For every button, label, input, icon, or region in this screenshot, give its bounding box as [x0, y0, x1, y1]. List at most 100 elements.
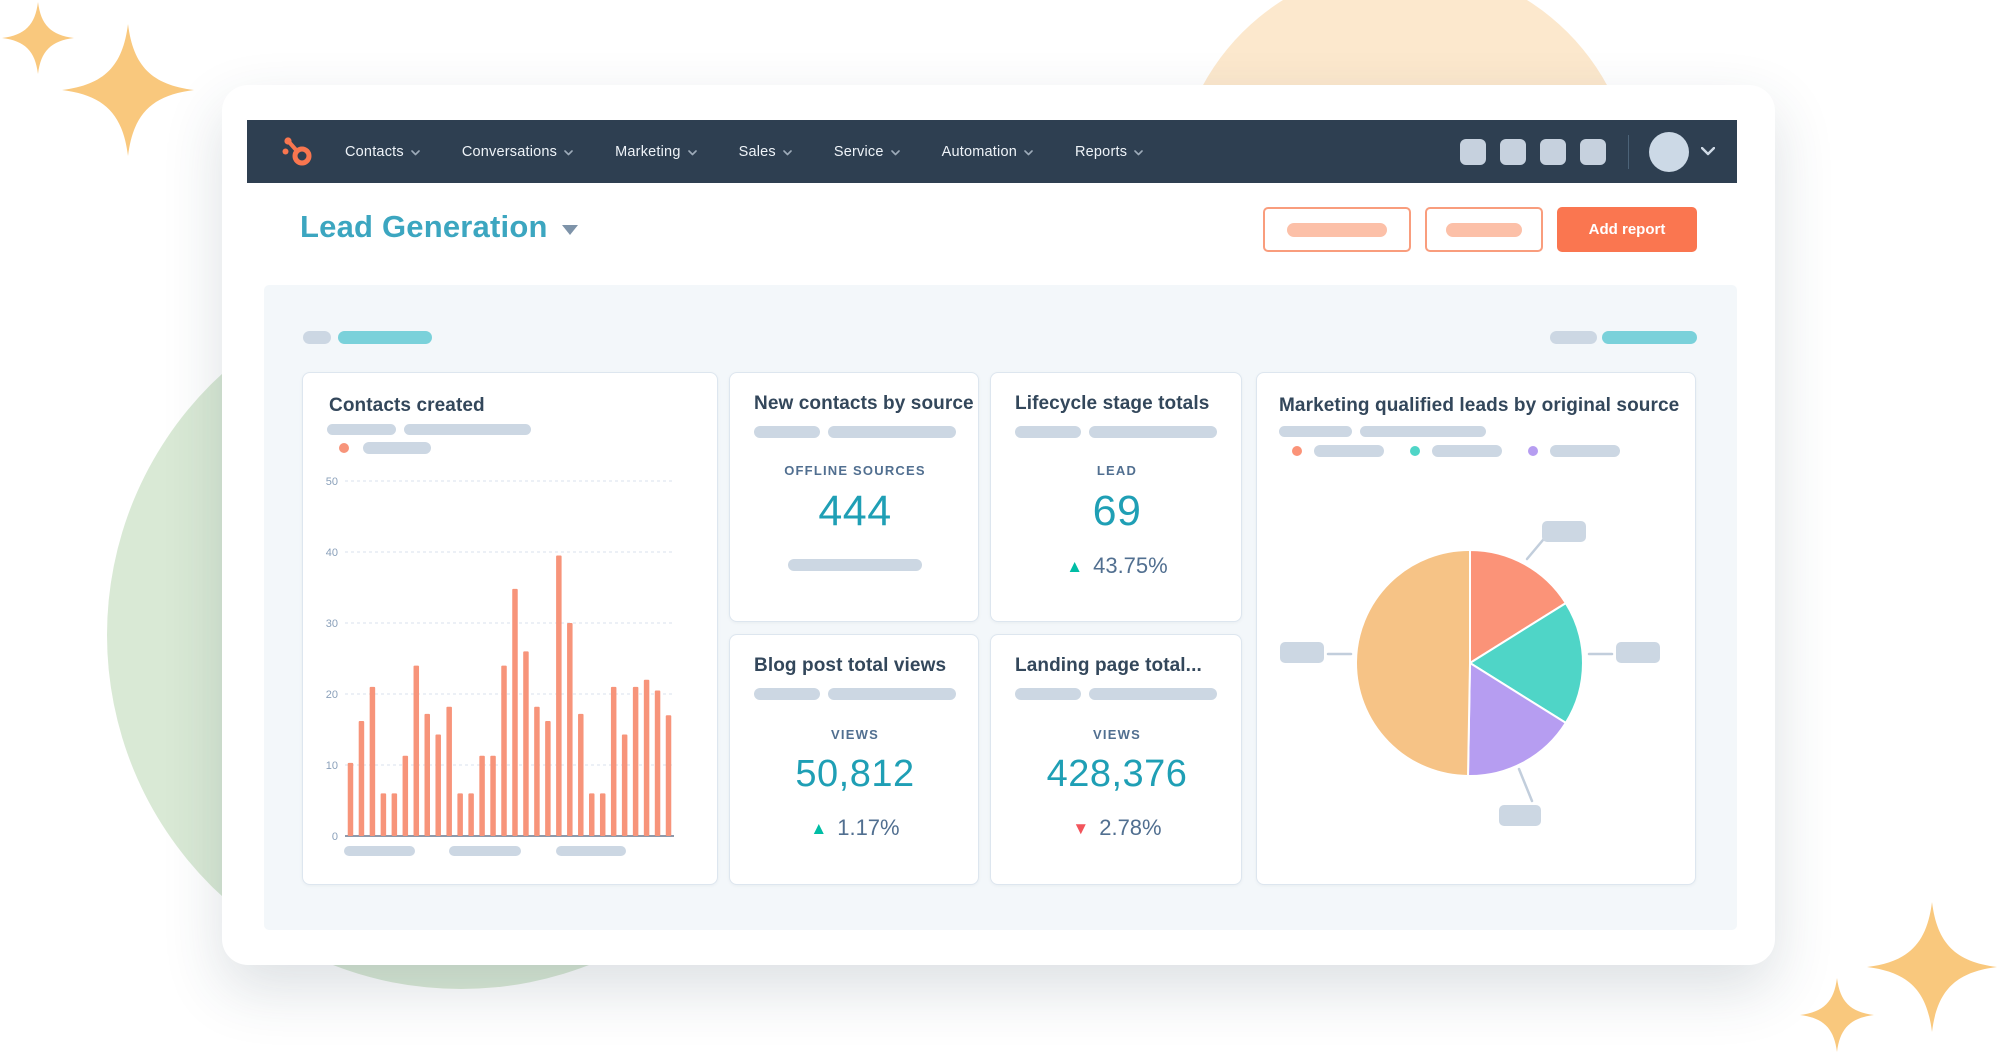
- subtitle-placeholder-pill: [1279, 426, 1352, 437]
- subtitle-placeholder-pill: [1360, 426, 1486, 437]
- nav-item-marketing[interactable]: Marketing: [615, 143, 697, 160]
- filter-placeholder-pill: [338, 331, 432, 344]
- nav-item-label: Conversations: [461, 143, 558, 160]
- nav-placeholder-icons: [1446, 138, 1606, 165]
- metric-value: 50,812: [795, 753, 915, 795]
- chevron-down-icon: [890, 149, 900, 155]
- card-landing-page-total-views: Landing page total... VIEWS 428,376 ▼ 2.7…: [990, 634, 1242, 885]
- metric-label: VIEWS: [1093, 727, 1141, 742]
- x-axis-label-placeholder: [556, 846, 626, 856]
- callout-label-placeholder: [1499, 805, 1541, 826]
- nav-icon-placeholder[interactable]: [1460, 138, 1486, 165]
- nav-item-service[interactable]: Service: [834, 144, 900, 160]
- pie-slice: [1469, 602, 1584, 724]
- legend-label-placeholder: [363, 442, 431, 454]
- metric-label: LEAD: [1096, 463, 1138, 478]
- nav-icon-placeholder[interactable]: [1500, 138, 1526, 165]
- svg-text:40: 40: [326, 547, 338, 559]
- avatar[interactable]: [1649, 131, 1689, 172]
- subtitle-placeholder-pill: [1015, 688, 1081, 700]
- subtitle-placeholder-pill: [1089, 426, 1217, 438]
- svg-text:50: 50: [326, 476, 338, 488]
- metric-footer-placeholder: [788, 559, 922, 571]
- button-label-placeholder: [1446, 222, 1522, 237]
- callout-line: [1517, 767, 1534, 803]
- legend-dot: [1528, 446, 1538, 456]
- nav-icon-placeholder[interactable]: [1580, 138, 1606, 165]
- card-title: Marketing qualified leads by original so…: [1279, 395, 1680, 416]
- delta-up-icon: ▲: [810, 818, 828, 838]
- chevron-down-icon: [411, 149, 420, 155]
- card-title: Lifecycle stage totals: [1015, 393, 1210, 414]
- callout-label-placeholder: [1280, 642, 1324, 663]
- legend-label-placeholder: [1550, 445, 1620, 457]
- subtitle-placeholder-pill: [754, 688, 820, 700]
- nav-item-contacts[interactable]: Contacts: [345, 144, 420, 160]
- card-contacts-created: Contacts created 0 10 20 30 40 50: [302, 372, 718, 885]
- pie-slice: [1355, 548, 1471, 777]
- sparkle-icon: [1867, 902, 1997, 1032]
- chart-legend: [1292, 445, 1634, 457]
- metric-value: 428,376: [1046, 753, 1188, 795]
- chevron-down-icon: [687, 149, 697, 155]
- legend-label-placeholder: [1432, 445, 1502, 457]
- dashboard-action-button-placeholder[interactable]: [1263, 207, 1411, 252]
- nav-menu: Contacts Conversations Marketing Sales Servi…: [345, 144, 1143, 160]
- dashboard-title-dropdown[interactable]: Lead Generation: [300, 209, 578, 245]
- nav-item-label: Service: [833, 143, 884, 160]
- card-title: Blog post total views: [754, 655, 947, 676]
- legend-dot: [339, 443, 349, 453]
- dashboard-action-button-placeholder[interactable]: [1425, 207, 1543, 252]
- metric-delta: ▲ 1.17%: [730, 815, 980, 841]
- svg-text:20: 20: [326, 689, 338, 701]
- filter-placeholder-pill: [1602, 331, 1697, 344]
- subtitle-placeholder-pill: [828, 688, 956, 700]
- chevron-down-icon: [1134, 149, 1143, 155]
- nav-divider: [1628, 134, 1629, 169]
- legend-dot: [1292, 446, 1302, 456]
- delta-value: 1.17%: [837, 815, 900, 840]
- nav-item-conversations[interactable]: Conversations: [462, 144, 573, 160]
- pie-slice: [1467, 662, 1567, 778]
- nav-item-reports[interactable]: Reports: [1075, 144, 1143, 160]
- card-title: New contacts by source: [754, 393, 974, 414]
- metric-value: 444: [818, 487, 892, 535]
- nav-item-label: Automation: [941, 143, 1017, 160]
- nav-item-label: Contacts: [345, 143, 404, 160]
- metric-delta: ▲ 43.75%: [991, 553, 1243, 579]
- metric-value: 69: [1092, 487, 1142, 535]
- chevron-down-icon[interactable]: [1701, 147, 1715, 156]
- caret-down-icon: [561, 225, 578, 235]
- sparkle-icon: [1800, 978, 1874, 1052]
- delta-value: 2.78%: [1099, 815, 1162, 840]
- dashboard-panel: Contacts created 0 10 20 30 40 50 New contact…: [264, 285, 1737, 930]
- callout-label-placeholder: [1616, 642, 1660, 663]
- subtitle-placeholder-pill: [828, 426, 956, 438]
- metric-label: VIEWS: [831, 727, 879, 742]
- nav-item-label: Marketing: [615, 143, 681, 160]
- page-header: Lead Generation Add report: [222, 183, 1775, 285]
- card-title: Contacts created: [329, 395, 485, 416]
- nav-item-sales[interactable]: Sales: [739, 144, 792, 160]
- metric-delta: ▼ 2.78%: [991, 815, 1243, 841]
- subtitle-placeholder-pill: [327, 424, 396, 435]
- pie-chart: [1280, 521, 1660, 826]
- delta-down-icon: ▼: [1072, 818, 1090, 838]
- nav-item-label: Reports: [1074, 143, 1128, 160]
- delta-value: 43.75%: [1093, 553, 1168, 578]
- button-label-placeholder: [1287, 222, 1387, 237]
- nav-item-label: Sales: [738, 143, 776, 160]
- subtitle-placeholder-pill: [754, 426, 820, 438]
- hubspot-logo-icon[interactable]: [281, 134, 317, 170]
- sparkle-icon: [2, 2, 74, 74]
- legend-label-placeholder: [1314, 445, 1384, 457]
- nav-icon-placeholder[interactable]: [1540, 138, 1566, 165]
- chart-legend: [339, 442, 431, 454]
- nav-item-automation[interactable]: Automation: [942, 144, 1033, 160]
- page-title: Lead Generation: [300, 209, 548, 244]
- svg-text:30: 30: [326, 618, 338, 630]
- svg-text:10: 10: [326, 760, 338, 772]
- add-report-button[interactable]: Add report: [1557, 207, 1697, 252]
- app-window: Contacts Conversations Marketing Sales Servi…: [222, 85, 1775, 965]
- card-new-contacts-by-source: New contacts by source OFFLINE SOURCES 4…: [729, 372, 979, 622]
